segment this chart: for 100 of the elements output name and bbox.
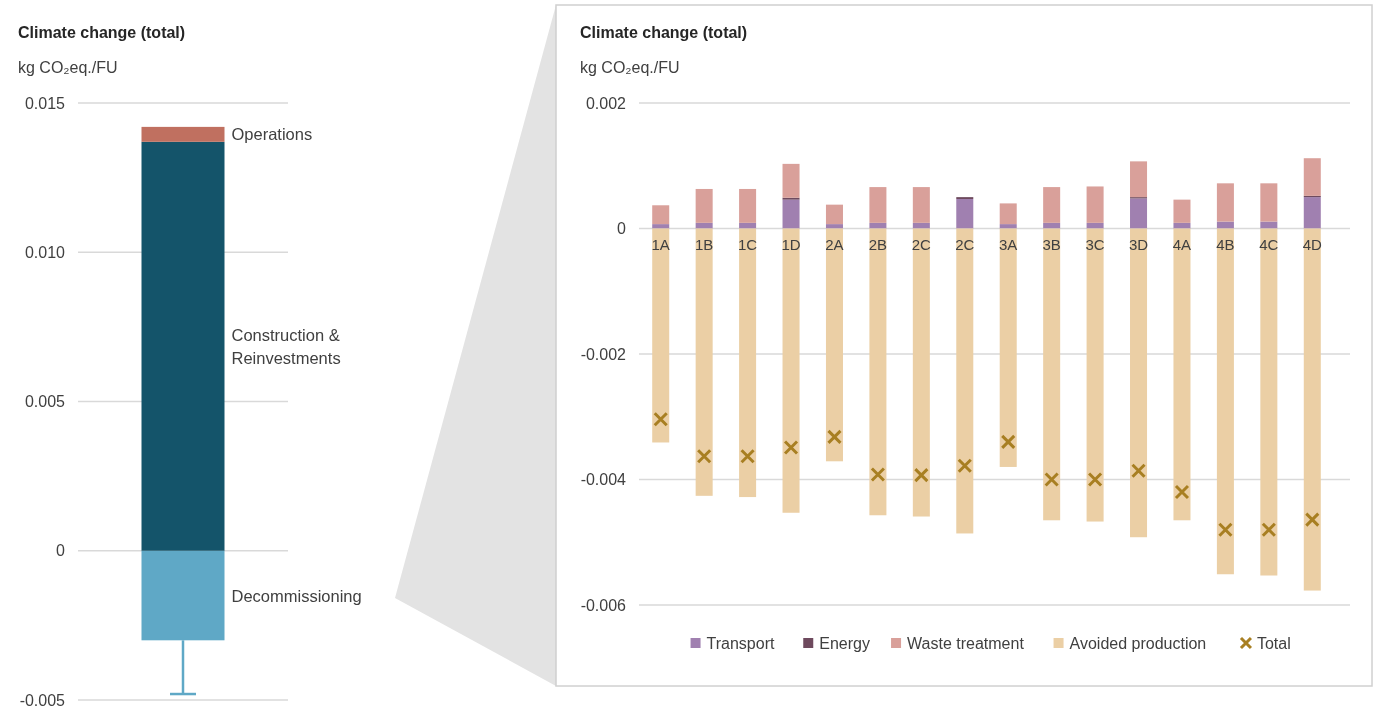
bar <box>695 188 713 223</box>
bar <box>1260 183 1278 222</box>
x-tick-label: 4B <box>1216 235 1235 253</box>
chart-title: Climate change (total) <box>18 24 186 41</box>
bar <box>695 228 713 496</box>
point <box>1087 472 1103 487</box>
y-tick-label: -0.002 <box>580 345 627 363</box>
legend-label: Transport <box>706 634 775 652</box>
bar <box>1173 222 1191 229</box>
x-tick-label: 2B <box>868 235 888 253</box>
y-tick-label: 0 <box>56 542 66 560</box>
x-tick-label: 4C <box>1259 235 1279 253</box>
chart-title: Climate change (total) <box>580 24 748 41</box>
bar <box>1260 228 1278 576</box>
series-label: Construction & Reinvestments <box>231 325 341 367</box>
x-tick-label: 2C <box>955 235 975 253</box>
y-tick-label: 0.010 <box>24 243 66 261</box>
point <box>1261 522 1277 538</box>
x-tick-label: 2A <box>825 235 844 253</box>
point <box>870 466 886 482</box>
y-axis-title: kg CO₂eq./FU <box>580 59 680 76</box>
bar <box>1043 228 1061 521</box>
series-label: Operations <box>231 125 313 144</box>
series-label: Decommissioning <box>231 586 362 605</box>
bar <box>652 228 670 443</box>
x-tick-label: 3C <box>1085 235 1105 253</box>
bar <box>869 187 887 223</box>
bar <box>999 228 1017 467</box>
y-tick-label: -0.006 <box>580 596 627 614</box>
bar <box>782 163 800 198</box>
bar <box>1086 228 1104 522</box>
bar <box>956 228 974 534</box>
bar <box>1130 198 1148 229</box>
bar <box>869 222 887 229</box>
point <box>1044 472 1060 487</box>
point <box>1131 463 1147 479</box>
y-axis-title: kg CO₂eq./FU <box>18 59 118 76</box>
bar <box>1303 197 1321 229</box>
point <box>826 429 842 445</box>
bar <box>1043 187 1061 223</box>
point <box>783 440 799 455</box>
bar <box>869 228 887 516</box>
bar <box>739 228 757 498</box>
bar <box>1216 228 1234 575</box>
bar <box>1303 228 1321 591</box>
bar <box>1130 228 1148 538</box>
x-tick-label: 4A <box>1172 235 1192 253</box>
bar <box>652 205 670 225</box>
point <box>1217 522 1233 538</box>
bar <box>1216 221 1234 229</box>
bar <box>825 204 843 225</box>
bar <box>1173 228 1191 521</box>
bar <box>999 224 1017 229</box>
bar <box>825 228 843 462</box>
bar <box>1260 221 1278 229</box>
bar <box>1173 199 1191 223</box>
bar <box>999 203 1017 225</box>
y-tick-label: 0.005 <box>24 393 66 410</box>
x-tick-label: 1B <box>694 235 714 253</box>
bar <box>912 187 930 223</box>
y-tick-label: -0.005 <box>19 691 66 709</box>
point <box>1304 512 1320 528</box>
bar <box>739 222 757 229</box>
x-tick-label: 2C <box>911 235 932 253</box>
legend-label: Avoided production <box>1069 634 1207 652</box>
bar <box>1086 222 1104 229</box>
point <box>957 458 973 474</box>
x-tick-label: 3D <box>1128 235 1149 253</box>
bar <box>1303 158 1321 196</box>
bar <box>1216 183 1234 222</box>
x-tick-label: 1A <box>651 235 670 253</box>
point <box>1000 434 1016 450</box>
bar <box>739 188 757 223</box>
x-tick-label: 1D <box>781 235 801 253</box>
legend-label: Waste treatment <box>907 634 1025 652</box>
bar <box>1130 161 1148 198</box>
point <box>696 448 712 464</box>
point <box>653 411 669 427</box>
y-tick-label: 0.002 <box>585 94 627 112</box>
y-tick-label: -0.004 <box>580 471 627 488</box>
bar <box>652 224 670 229</box>
bar <box>912 228 930 517</box>
x-tick-label: 4D <box>1302 235 1323 253</box>
point <box>1174 484 1190 500</box>
x-tick-label: 3B <box>1042 235 1061 253</box>
y-tick-label: 0.015 <box>24 94 66 112</box>
bar <box>956 199 974 229</box>
bar <box>1043 222 1061 229</box>
bar <box>782 228 800 513</box>
bar <box>141 126 225 142</box>
bar <box>1086 186 1104 223</box>
bar <box>695 222 713 229</box>
bar <box>825 224 843 229</box>
point <box>913 467 929 483</box>
y-tick-label: 0 <box>617 220 627 237</box>
x-tick-label: 3A <box>999 235 1018 253</box>
legend-label: Total <box>1256 634 1291 652</box>
bar <box>141 141 225 551</box>
point <box>740 448 756 464</box>
bar <box>782 199 800 229</box>
